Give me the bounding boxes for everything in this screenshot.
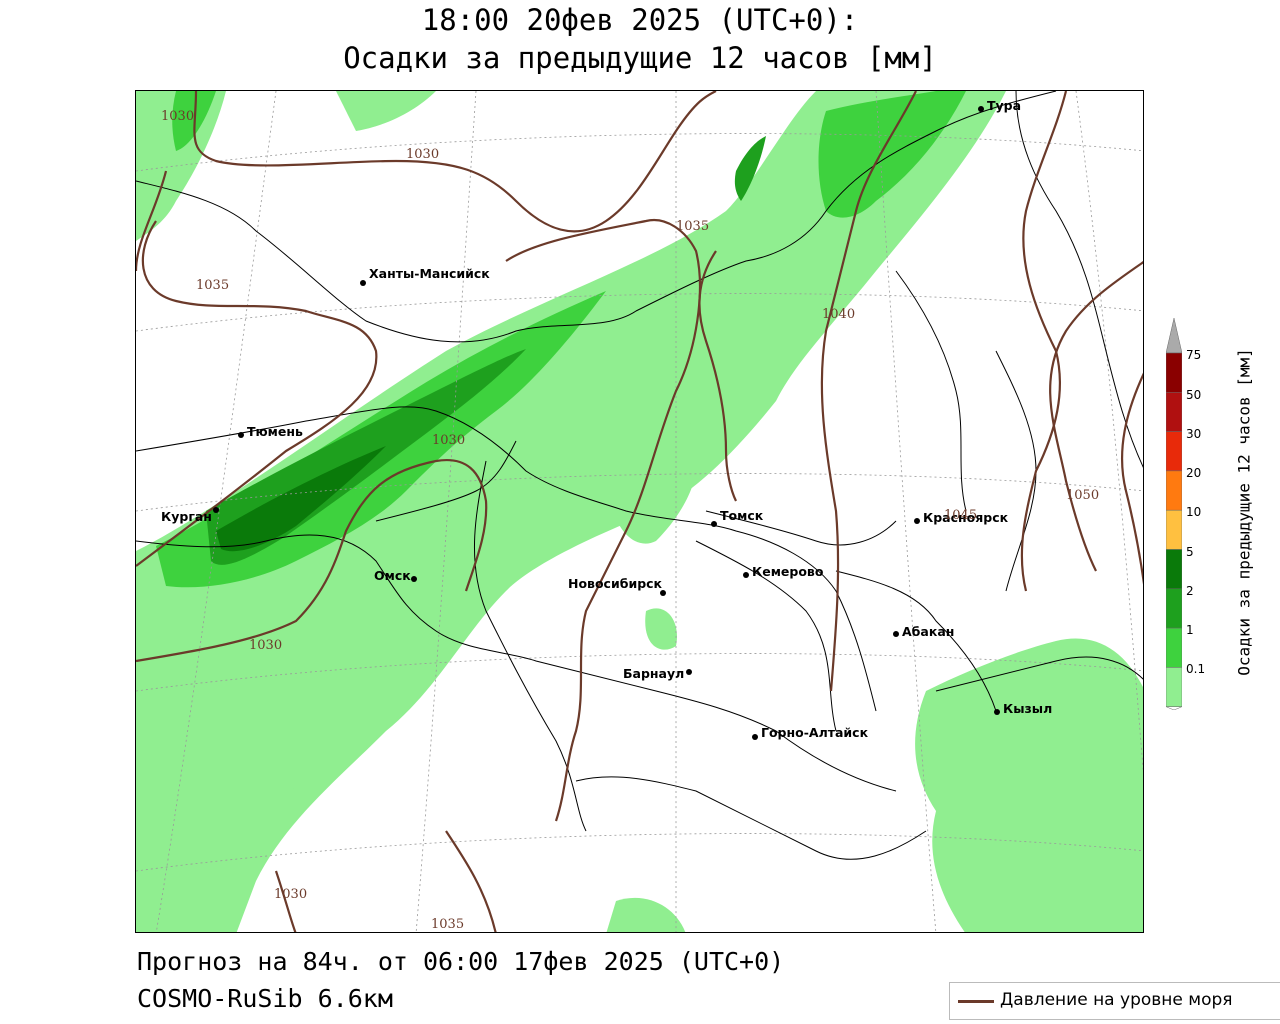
colorbar-tick: 10 xyxy=(1186,505,1202,519)
precip-light-patch-sw xyxy=(276,730,346,792)
city-label: Ханты-Мансийск xyxy=(369,266,490,281)
isobar-label: 1030 xyxy=(406,147,440,162)
isobar-label: 1035 xyxy=(196,278,230,293)
precip-light-bottom xyxy=(606,897,686,932)
colorbar-tick: 50 xyxy=(1186,388,1202,402)
colorbar-tick: 0.1 xyxy=(1186,662,1206,676)
isobar-label: 1030 xyxy=(432,433,466,448)
isobar-label: 1030 xyxy=(274,887,308,902)
pressure-legend-label: Давление на уровне моря xyxy=(1000,990,1233,1010)
precip-light-topleft xyxy=(136,91,226,241)
map-subtitle: Осадки за предыдущие 12 часов [мм] xyxy=(343,41,937,75)
isobar-label: 1040 xyxy=(822,307,856,322)
colorbar-segment xyxy=(1166,431,1182,472)
colorbar-segment xyxy=(1166,352,1182,393)
city-label: Курган xyxy=(161,509,212,524)
isobar-label: 1050 xyxy=(1066,488,1100,503)
colorbar-tick: 2 xyxy=(1186,584,1194,598)
colorbar-title: Осадки за предыдущие 12 часов [мм] xyxy=(1234,348,1254,676)
colorbar-segment xyxy=(1166,509,1182,550)
region-borders xyxy=(136,91,1143,860)
precip-darkest-core xyxy=(216,446,386,552)
precip-light-south-east xyxy=(915,638,1143,932)
colorbar-segment xyxy=(1166,588,1182,629)
colorbar-segment xyxy=(1166,667,1182,707)
city-label: Кемерово xyxy=(752,564,824,579)
colorbar-tick: 5 xyxy=(1186,545,1194,559)
graticule xyxy=(136,91,1143,932)
pressure-line-swatch xyxy=(958,1000,994,1003)
precip-light-patch-barnaul xyxy=(645,608,677,650)
colorbar-segment xyxy=(1166,392,1182,432)
colorbar-segment xyxy=(1166,627,1182,668)
model-info: COSMO-RuSib 6.6км xyxy=(137,984,393,1013)
city-label: Кызыл xyxy=(1003,701,1053,716)
precip-colorbar xyxy=(1166,318,1182,710)
city-label: Красноярск xyxy=(923,510,1009,525)
city-label: Новосибирск xyxy=(568,576,663,591)
isobar-label: 1030 xyxy=(249,638,283,653)
precip-dark-north xyxy=(734,136,766,201)
colorbar-segment xyxy=(1166,470,1182,511)
city-label: Томск xyxy=(720,508,764,523)
map-canvas xyxy=(136,91,1143,932)
precip-light-band xyxy=(136,91,1006,932)
map-title: 18:00 20фев 2025 (UTC+0): xyxy=(421,3,859,37)
city-label: Горно-Алтайск xyxy=(761,725,869,740)
city-label: Барнаул xyxy=(623,666,685,681)
precipitation-map: Тура Ханты-Мансийск Тюмень Курган Омск Н… xyxy=(135,90,1144,933)
isobars xyxy=(136,91,1143,932)
colorbar-max-arrow xyxy=(1166,318,1182,354)
colorbar-tick: 20 xyxy=(1186,466,1202,480)
isobar-label: 1035 xyxy=(676,219,710,234)
isobar-label: 1045 xyxy=(944,508,978,523)
isobar-label: 1035 xyxy=(431,917,465,932)
forecast-info: Прогноз на 84ч. от 06:00 17фев 2025 (UTC… xyxy=(137,947,785,976)
colorbar-tick: 1 xyxy=(1186,623,1194,637)
city-label: Тура xyxy=(987,98,1022,113)
colorbar-min-arrow xyxy=(1166,706,1182,710)
city-label: Тюмень xyxy=(247,424,303,439)
colorbar-tick: 75 xyxy=(1186,348,1202,362)
pressure-legend: Давление на уровне моря xyxy=(949,982,1280,1020)
city-markers xyxy=(213,106,1000,740)
colorbar-tick: 30 xyxy=(1186,427,1202,441)
colorbar-segment xyxy=(1166,549,1182,590)
city-label: Омск xyxy=(374,568,411,583)
isobar-label: 1030 xyxy=(161,109,195,124)
city-label: Абакан xyxy=(902,624,955,639)
precip-light-topmid xyxy=(336,91,436,131)
